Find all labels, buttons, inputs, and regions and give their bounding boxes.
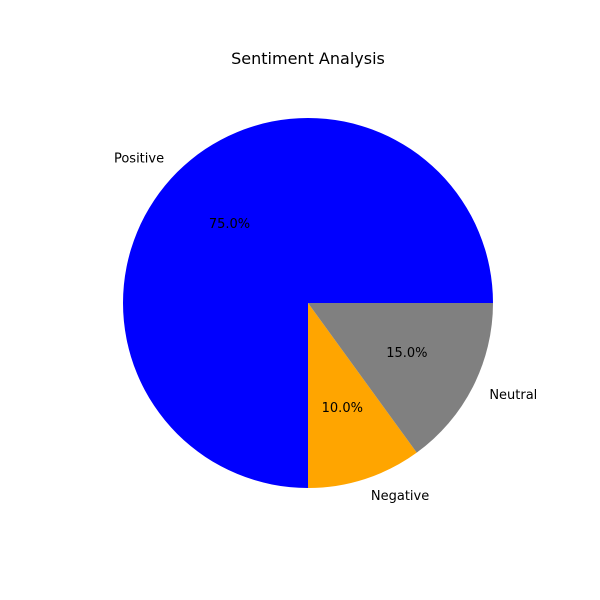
percent-label-positive: 75.0% <box>209 217 250 232</box>
chart-title: Sentiment Analysis <box>231 49 385 68</box>
slice-label-neutral: Neutral <box>489 388 537 403</box>
slice-label-positive: Positive <box>114 152 164 167</box>
pie-slices <box>123 118 493 488</box>
percent-label-negative: 10.0% <box>322 401 363 416</box>
slice-label-negative: Negative <box>371 489 429 504</box>
percent-label-neutral: 15.0% <box>386 346 427 361</box>
